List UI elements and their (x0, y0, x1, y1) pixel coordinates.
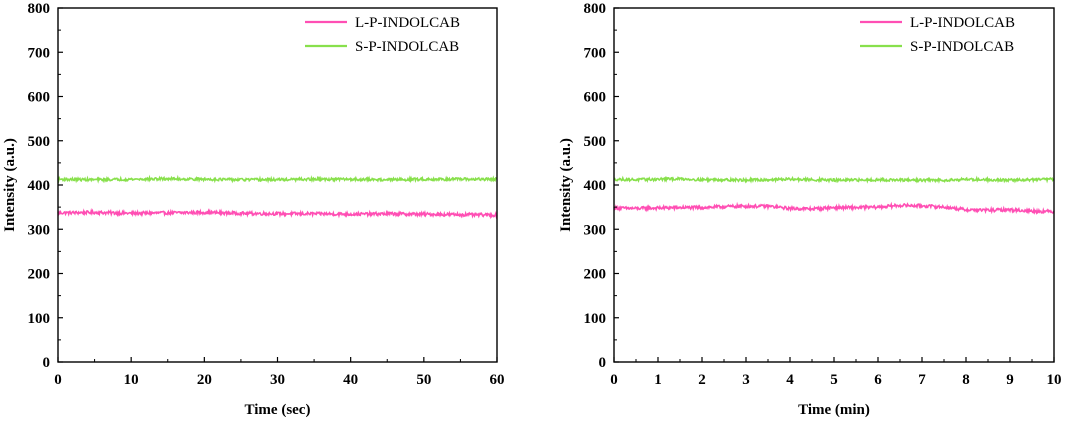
x-tick-label: 1 (654, 372, 662, 388)
x-tick-label: 3 (742, 372, 750, 388)
series-line-s-p-indolcab (613, 175, 1055, 184)
series-line-l-p-indolcab (613, 201, 1055, 216)
y-tick-label: 600 (584, 90, 607, 106)
x-tick-label: 7 (918, 372, 926, 388)
y-tick-label: 800 (584, 1, 607, 17)
y-tick-label: 500 (28, 134, 51, 150)
y-tick-label: 400 (28, 178, 51, 194)
plot-frame (613, 7, 1055, 363)
legend-entry: S-P-INDOLCAB (860, 39, 1014, 55)
x-tick-label: 30 (270, 372, 285, 388)
y-tick-label: 500 (584, 134, 607, 150)
y-tick-label: 200 (584, 267, 607, 283)
y-axis-title: Intensity (a.u.) (2, 138, 18, 232)
y-axis-title: Intensity (a.u.) (558, 138, 574, 232)
x-tick-label: 40 (343, 372, 358, 388)
x-axis-title: Time (sec) (245, 402, 311, 418)
y-tick-label: 100 (28, 311, 51, 327)
legend-entry: L-P-INDOLCAB (860, 15, 1015, 31)
x-tick-label: 10 (124, 372, 139, 388)
y-tick-label: 300 (584, 222, 607, 238)
x-tick-label: 4 (786, 372, 794, 388)
legend-label: L-P-INDOLCAB (910, 15, 1015, 31)
x-tick-label: 0 (54, 372, 62, 388)
x-tick-label: 9 (1006, 372, 1014, 388)
plot-frame (57, 7, 498, 363)
y-tick-label: 200 (28, 267, 51, 283)
chart-panel-1: 0 100 200 300 400 500 600 700 800 0 10 20 30 40 50 60 Ti… (2, 1, 505, 418)
series-line-s-p-indolcab (57, 174, 498, 184)
legend-entry: S-P-INDOLCAB (305, 39, 459, 55)
x-tick-label: 60 (490, 372, 505, 388)
y-tick-label: 0 (43, 355, 51, 371)
x-axis-title: Time (min) (798, 402, 870, 418)
chart-panel-2: 0 100 200 300 400 500 600 700 800 0 1 2 3 4 5 6 7 8 9 10 Tim… (558, 1, 1062, 418)
x-tick-label: 0 (610, 372, 618, 388)
y-tick-label: 700 (584, 45, 607, 61)
x-tick-label: 20 (197, 372, 212, 388)
y-tick-label: 0 (599, 355, 607, 371)
y-tick-label: 800 (28, 1, 51, 17)
legend-label: L-P-INDOLCAB (355, 15, 460, 31)
legend-entry: L-P-INDOLCAB (305, 15, 460, 31)
x-tick-label: 50 (416, 372, 431, 388)
legend-label: S-P-INDOLCAB (355, 39, 459, 55)
x-tick-label: 2 (698, 372, 706, 388)
y-tick-label: 400 (584, 178, 607, 194)
x-tick-label: 6 (874, 372, 882, 388)
x-tick-label: 5 (830, 372, 838, 388)
y-tick-label: 600 (28, 90, 51, 106)
y-tick-label: 700 (28, 45, 51, 61)
x-tick-label: 8 (962, 372, 970, 388)
series-line-l-p-indolcab (57, 207, 498, 220)
y-tick-label: 100 (584, 311, 607, 327)
x-tick-label: 10 (1047, 372, 1062, 388)
y-tick-label: 300 (28, 222, 51, 238)
legend-label: S-P-INDOLCAB (910, 39, 1014, 55)
